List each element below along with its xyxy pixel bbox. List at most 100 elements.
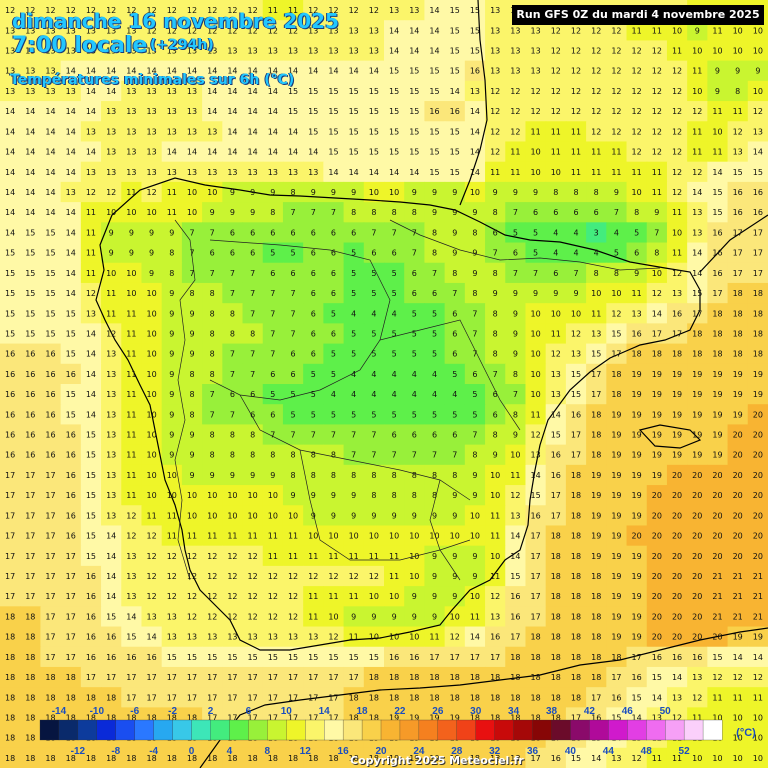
temperature-value: 18 [389,673,399,682]
temperature-value: 12 [672,107,682,116]
temperature-cell [545,262,567,284]
temperature-value: 9 [412,592,417,601]
temperature-value: 13 [227,168,237,177]
temperature-cell [101,242,122,264]
temperature-value: 14 [389,168,399,177]
temperature-cell [363,242,385,264]
legend-swatch [267,719,287,741]
temperature-value: 18 [551,552,561,561]
temperature-value: 11 [268,552,278,561]
temperature-value: 6 [311,289,316,298]
temperature-value: 9 [392,612,397,621]
temperature-value: 10 [753,26,763,35]
temperature-cell [626,262,648,284]
temperature-value: 11 [551,329,561,338]
temperature-value: 9 [250,188,255,197]
temperature-cell [444,161,466,183]
temperature-cell [303,121,324,143]
temperature-cell [282,222,304,244]
temperature-value: 20 [733,491,743,500]
temperature-value: 19 [712,451,722,460]
temperature-value: 12 [611,107,621,116]
temperature-cell [505,161,527,183]
map-time-title: 7:00 locale [12,33,148,58]
temperature-value: 10 [530,370,540,379]
temperature-value: 19 [632,471,642,480]
temperature-value: 10 [146,370,156,379]
temperature-value: 8 [331,471,336,480]
temperature-value: 14 [106,532,116,541]
temperature-value: 10 [632,188,642,197]
temperature-cell [545,60,567,82]
legend-top-labels: -14 -10 -6 -2 2 6 10 14 18 22 26 30 34 38 42 46 50 [52,706,671,717]
temperature-value: 14 [5,168,15,177]
temperature-cell [343,141,365,163]
temperature-cell [687,242,708,264]
temperature-value: 10 [146,350,156,359]
temperature-cell [666,181,688,203]
temperature-value: 7 [250,350,255,359]
temperature-value: 9 [210,471,215,480]
temperature-value: 12 [288,572,298,581]
legend-swatch [532,719,552,741]
temperature-cell [464,60,486,82]
temperature-value: 15 [5,249,15,258]
temperature-value: 16 [146,653,156,662]
temperature-value: 13 [288,47,298,56]
temperature-value: 8 [614,269,619,278]
temperature-value: 6 [331,289,336,298]
temperature-cell [545,40,567,62]
temperature-value: 11 [490,511,500,520]
temperature-cell [626,141,648,163]
temperature-value: 9 [493,451,498,460]
temperature-cell [303,222,324,244]
temperature-value: 14 [66,228,76,237]
temperature-value: 10 [369,592,379,601]
temperature-value: 19 [632,552,642,561]
temperature-value: 9 [412,188,417,197]
temperature-value: 15 [571,370,581,379]
temperature-cell [121,40,143,62]
temperature-cell [505,80,527,102]
temperature-value: 13 [126,552,136,561]
temperature-cell [565,80,587,102]
temperature-value: 16 [551,471,561,480]
legend-swatch [589,719,609,741]
temperature-value: 7 [291,289,296,298]
temperature-value: 10 [389,592,399,601]
temperature-value: 9 [371,612,376,621]
temperature-value: 16 [753,188,763,197]
temperature-cell [464,282,486,304]
temperature-cell [323,60,345,82]
temperature-value: 10 [490,471,500,480]
temperature-value: 13 [106,410,116,419]
temperature-value: 8 [452,471,457,480]
temperature-value: 10 [389,633,399,642]
temperature-value: 13 [106,168,116,177]
temperature-value: 18 [733,329,743,338]
temperature-value: 13 [288,633,298,642]
temperature-value: 17 [753,249,763,258]
temperature-value: 8 [189,410,194,419]
temperature-value: 8 [392,491,397,500]
temperature-cell [404,0,426,21]
temperature-value: 11 [733,107,743,116]
temperature-cell [586,262,607,284]
temperature-cell [60,121,82,143]
temperature-cell [161,282,183,304]
temperature-cell [101,343,122,365]
temperature-value: 8 [230,309,235,318]
temperature-cell [121,222,143,244]
temperature-cell [545,303,567,324]
temperature-value: 18 [591,592,601,601]
temperature-value: 9 [149,269,154,278]
temperature-value: 12 [227,552,237,561]
temperature-value: 20 [712,511,722,520]
temperature-value: 13 [632,309,642,318]
temperature-cell [485,181,506,203]
legend-swatch [153,719,174,741]
temperature-value: 20 [733,431,743,440]
temperature-value: 19 [632,491,642,500]
temperature-cell [727,80,749,102]
temperature-value: 6 [594,208,599,217]
